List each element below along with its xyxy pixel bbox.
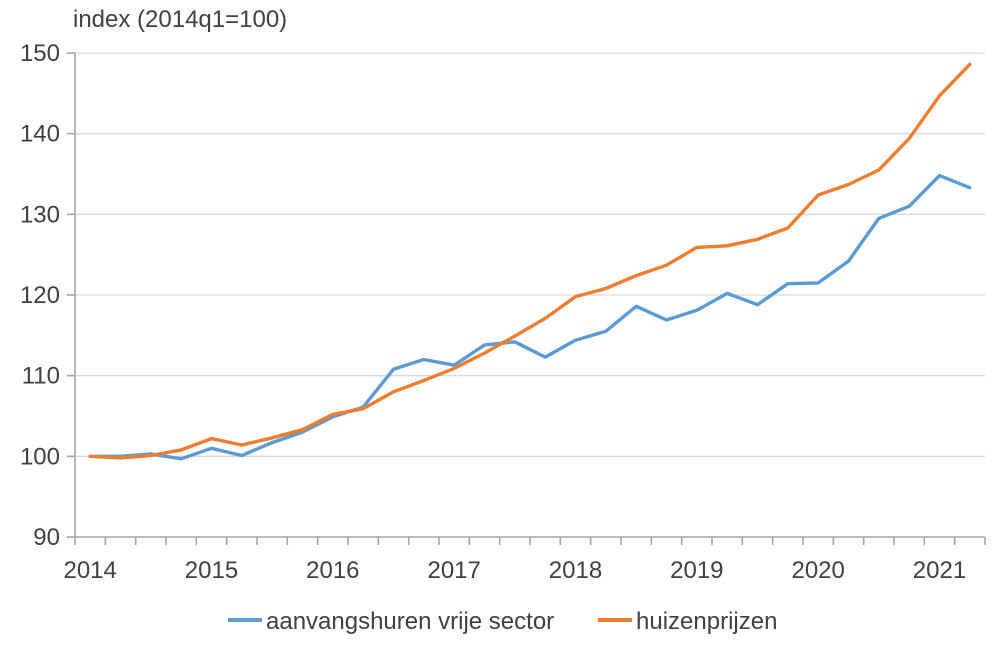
y-axis-label-130: 130 <box>20 201 60 228</box>
series-line-huizenprijzen <box>88 62 972 460</box>
x-axis-label-2018: 2018 <box>549 557 602 584</box>
y-axis-label-120: 120 <box>20 282 60 309</box>
y-axis-label-140: 140 <box>20 121 60 148</box>
x-axis-label-2014: 2014 <box>63 557 116 584</box>
x-axis-label-2016: 2016 <box>306 557 359 584</box>
legend-label-huizenprijzen: huizenprijzen <box>636 608 777 635</box>
y-axis-label-150: 150 <box>20 40 60 67</box>
x-axis-label-2019: 2019 <box>670 557 723 584</box>
x-axis-label-2021: 2021 <box>913 557 966 584</box>
chart-title: index (2014q1=100) <box>73 6 288 33</box>
x-axis-label-2015: 2015 <box>185 557 238 584</box>
y-axis-label-110: 110 <box>22 363 60 390</box>
y-axis-label-90: 90 <box>33 524 60 551</box>
x-axis-label-2017: 2017 <box>427 557 480 584</box>
y-axis-label-100: 100 <box>20 443 60 470</box>
legend-label-aanvangshuren-vrije-sector: aanvangshuren vrije sector <box>266 608 554 635</box>
series-line-aanvangshuren-vrije-sector <box>88 173 972 461</box>
x-axis-label-2020: 2020 <box>791 557 844 584</box>
